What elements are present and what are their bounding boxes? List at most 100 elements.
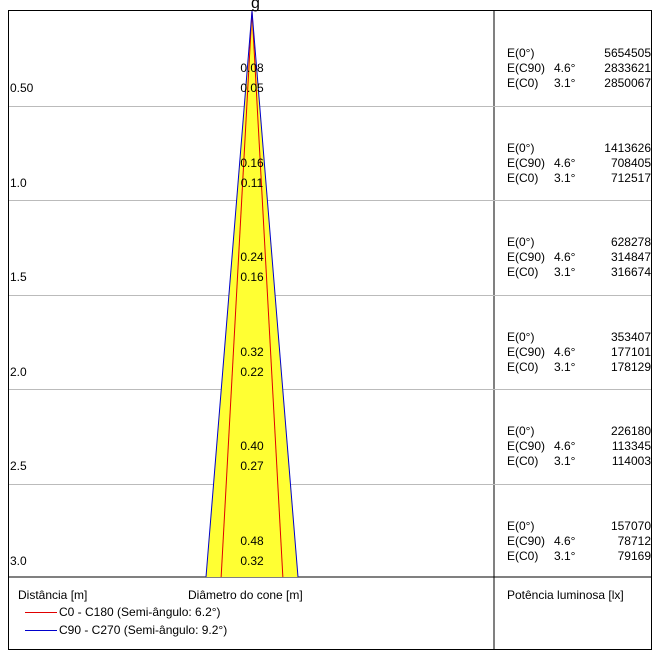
illuminance-name: E(C90) — [507, 250, 546, 264]
cone-edge-c0-right — [251, 11, 284, 578]
illuminance-value: 628278 — [610, 235, 651, 249]
diameter-c0-label: 0.05 — [240, 81, 264, 95]
illuminance-value: 114003 — [611, 454, 651, 468]
illuminance-block: E(0°) 628278 E(C90) 4.6° 314847 E(C0) 3.1° 3166… — [507, 235, 651, 280]
illuminance-angle: 4.6° — [554, 61, 576, 75]
illuminance-block: E(0°) 226180 E(C90) 4.6° 113345 E(C0) 3.1° 1140… — [507, 424, 651, 469]
illuminance-name: E(C0) — [507, 76, 539, 90]
illuminance-value: 1413626 — [604, 140, 651, 155]
illuminance-axis-label: Potência luminosa [lx] — [507, 588, 624, 602]
illuminance-name: E(C0) — [507, 548, 539, 563]
illuminance-name: E(0°) — [507, 235, 535, 249]
diameter-c0-label: 0.11 — [240, 175, 264, 190]
illuminance-row-ec90: E(C90) 4.6° 2833621 — [507, 61, 651, 76]
illuminance-row-ec0: E(C0) 3.1° 712517 — [507, 171, 651, 186]
illuminance-value: 2833621 — [604, 61, 651, 75]
illuminance-angle: 3.1° — [554, 76, 576, 90]
diameter-c90-label: 0.32 — [240, 344, 264, 359]
illuminance-row-ec0: E(C0) 3.1° 2850067 — [507, 76, 651, 91]
distance-tick-label: 2.0 — [10, 364, 27, 379]
illuminance-angle: 4.6° — [554, 250, 576, 264]
illuminance-name: E(C90) — [507, 344, 546, 359]
cone-plot — [9, 11, 651, 649]
illuminance-value: 79169 — [617, 548, 651, 563]
distance-tick-label: 1.5 — [10, 270, 27, 284]
illuminance-angle: 3.1° — [554, 548, 576, 563]
illuminance-value: 177101 — [610, 344, 651, 359]
diameter-c90-label: 0.24 — [240, 250, 264, 264]
illuminance-row-e0: E(0°) 353407 — [507, 330, 651, 345]
illuminance-row-ec90: E(C90) 4.6° 708405 — [507, 156, 651, 171]
illuminance-value: 5654505 — [604, 46, 651, 60]
illuminance-name: E(0°) — [507, 424, 535, 438]
distance-tick-label: 0.50 — [10, 81, 34, 95]
cone-fill — [206, 11, 298, 577]
diameter-c90-label: 0.48 — [240, 533, 264, 548]
illuminance-value: 316674 — [610, 265, 651, 279]
illuminance-angle: 3.1° — [554, 170, 576, 185]
diameter-c90-label: 0.08 — [240, 61, 264, 75]
illuminance-name: E(C0) — [507, 170, 539, 185]
illuminance-name: E(C0) — [507, 265, 539, 279]
illuminance-value: 178129 — [610, 359, 651, 374]
illuminance-value: 157070 — [610, 518, 651, 533]
illuminance-angle: 4.6° — [554, 439, 576, 453]
illuminance-value: 353407 — [610, 329, 651, 344]
illuminance-value: 708405 — [610, 155, 651, 170]
illuminance-name: E(C90) — [507, 61, 546, 75]
legend-label-c90: C90 - C270 (Semi-ângulo: 9.2°) — [59, 623, 228, 637]
legend-label-c0: C0 - C180 (Semi-ângulo: 6.2°) — [59, 605, 221, 619]
illuminance-name: E(C0) — [507, 454, 539, 468]
diameter-c0-label: 0.16 — [240, 270, 264, 284]
cone-edge-c90-left — [205, 11, 253, 578]
illuminance-value: 226180 — [610, 424, 651, 438]
illuminance-value: 2850067 — [604, 76, 651, 90]
illuminance-row-ec90: E(C90) 4.6° 113345 — [507, 439, 651, 454]
distance-tick-label: 3.0 — [10, 553, 27, 568]
legend-entry-c0: C0 - C180 (Semi-ângulo: 6.2°) — [25, 605, 221, 619]
illuminance-value: 78712 — [617, 533, 651, 548]
diameter-c0-label: 0.27 — [240, 459, 264, 473]
illuminance-value: 712517 — [610, 170, 651, 185]
illuminance-row-e0: E(0°) 5654505 — [507, 46, 651, 61]
illuminance-angle: 3.1° — [554, 265, 576, 279]
illuminance-value: 113345 — [611, 439, 651, 453]
diameter-c90-label: 0.40 — [240, 439, 264, 453]
cone-diagram-frame: g 0.50 0.08 0.05 E(0°) 5654505 E(C90) 4.6° 2833… — [8, 0, 652, 650]
illuminance-row-ec0: E(C0) 3.1° 316674 — [507, 265, 651, 280]
distance-tick-label: 2.5 — [10, 459, 27, 473]
illuminance-angle: 4.6° — [554, 155, 576, 170]
illuminance-name: E(0°) — [507, 140, 535, 155]
illuminance-angle: 4.6° — [554, 344, 576, 359]
illuminance-row-e0: E(0°) 226180 — [507, 424, 651, 439]
distance-tick-label: 1.0 — [10, 175, 27, 190]
illuminance-row-ec90: E(C90) 4.6° 177101 — [507, 345, 651, 360]
illuminance-name: E(0°) — [507, 329, 535, 344]
legend-swatch-c90 — [25, 630, 57, 632]
illuminance-name: E(C0) — [507, 359, 539, 374]
illuminance-row-ec0: E(C0) 3.1° 114003 — [507, 454, 651, 469]
illuminance-name: E(0°) — [507, 518, 535, 533]
illuminance-row-ec90: E(C90) 4.6° 314847 — [507, 250, 651, 265]
illuminance-block: E(0°) 353407 E(C90) 4.6° 177101 E(C0) 3.1° 1781… — [507, 330, 651, 375]
diameter-c0-label: 0.32 — [240, 553, 264, 568]
legend-entry-c90: C90 - C270 (Semi-ângulo: 9.2°) — [25, 623, 227, 637]
diameter-axis-label: Diâmetro do cone [m] — [188, 588, 303, 602]
illuminance-row-ec0: E(C0) 3.1° 178129 — [507, 360, 651, 375]
cone-edge-c90-right — [251, 11, 299, 578]
illuminance-angle: 4.6° — [554, 533, 576, 548]
illuminance-row-e0: E(0°) 157070 — [507, 519, 651, 534]
illuminance-name: E(0°) — [507, 46, 535, 60]
chart-title: g — [251, 0, 260, 12]
illuminance-row-e0: E(0°) 1413626 — [507, 141, 651, 156]
illuminance-block: E(0°) 1413626 E(C90) 4.6° 708405 E(C0) 3.1° 712… — [507, 141, 651, 186]
diameter-c0-label: 0.22 — [240, 364, 264, 379]
illuminance-name: E(C90) — [507, 439, 546, 453]
illuminance-block: E(0°) 5654505 E(C90) 4.6° 2833621 E(C0) 3.1° 28… — [507, 46, 651, 91]
illuminance-value: 314847 — [610, 250, 651, 264]
diameter-c90-label: 0.16 — [240, 155, 264, 170]
legend-swatch-c0 — [25, 612, 57, 614]
illuminance-row-e0: E(0°) 628278 — [507, 235, 651, 250]
distance-axis-label: Distância [m] — [18, 588, 88, 602]
cone-edge-c0-left — [220, 11, 253, 578]
